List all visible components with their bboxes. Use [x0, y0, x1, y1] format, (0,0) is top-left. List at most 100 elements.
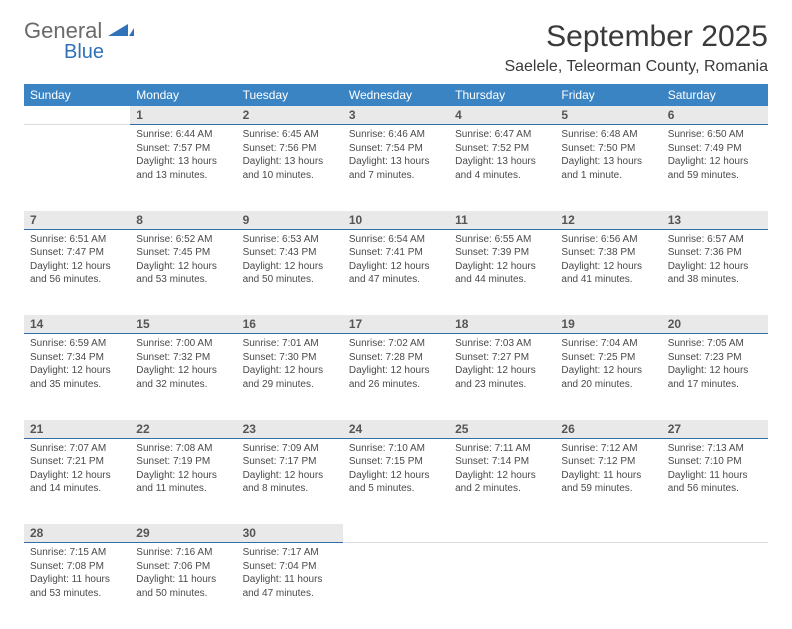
day-body-cell: Sunrise: 7:07 AMSunset: 7:21 PMDaylight:…	[24, 438, 130, 524]
day-body-cell: Sunrise: 7:05 AMSunset: 7:23 PMDaylight:…	[662, 334, 768, 420]
day-number-row: 14151617181920	[24, 315, 768, 334]
sunrise-line: Sunrise: 6:48 AM	[561, 128, 655, 142]
sunset-line: Sunset: 7:30 PM	[243, 351, 337, 365]
day-body-cell: Sunrise: 7:16 AMSunset: 7:06 PMDaylight:…	[130, 543, 236, 629]
daylight-line: Daylight: 12 hours and 47 minutes.	[349, 260, 443, 287]
daylight-line: Daylight: 12 hours and 41 minutes.	[561, 260, 655, 287]
sunrise-line: Sunrise: 6:56 AM	[561, 233, 655, 247]
sunrise-line: Sunrise: 7:00 AM	[136, 337, 230, 351]
day-body-cell: Sunrise: 7:10 AMSunset: 7:15 PMDaylight:…	[343, 438, 449, 524]
daylight-line: Daylight: 12 hours and 8 minutes.	[243, 469, 337, 496]
day-body-cell: Sunrise: 6:47 AMSunset: 7:52 PMDaylight:…	[449, 125, 555, 211]
weekday-row: SundayMondayTuesdayWednesdayThursdayFrid…	[24, 84, 768, 106]
sunrise-line: Sunrise: 7:04 AM	[561, 337, 655, 351]
sunset-line: Sunset: 7:12 PM	[561, 455, 655, 469]
daylight-line: Daylight: 12 hours and 23 minutes.	[455, 364, 549, 391]
day-body-cell	[343, 543, 449, 629]
sunrise-line: Sunrise: 7:12 AM	[561, 442, 655, 456]
sunset-line: Sunset: 7:34 PM	[30, 351, 124, 365]
logo-text: General Blue	[24, 20, 104, 62]
sunset-line: Sunset: 7:39 PM	[455, 246, 549, 260]
sunset-line: Sunset: 7:43 PM	[243, 246, 337, 260]
day-body-cell: Sunrise: 6:51 AMSunset: 7:47 PMDaylight:…	[24, 229, 130, 315]
day-number-cell: 25	[449, 420, 555, 439]
daylight-line: Daylight: 12 hours and 2 minutes.	[455, 469, 549, 496]
daylight-line: Daylight: 11 hours and 50 minutes.	[136, 573, 230, 600]
daylight-line: Daylight: 12 hours and 59 minutes.	[668, 155, 762, 182]
sunset-line: Sunset: 7:19 PM	[136, 455, 230, 469]
sunset-line: Sunset: 7:27 PM	[455, 351, 549, 365]
daylight-line: Daylight: 11 hours and 53 minutes.	[30, 573, 124, 600]
sunrise-line: Sunrise: 6:46 AM	[349, 128, 443, 142]
logo-flag-icon	[108, 22, 134, 47]
month-title: September 2025	[504, 20, 768, 54]
sunrise-line: Sunrise: 7:17 AM	[243, 546, 337, 560]
day-body-cell: Sunrise: 6:57 AMSunset: 7:36 PMDaylight:…	[662, 229, 768, 315]
daylight-line: Daylight: 11 hours and 59 minutes.	[561, 469, 655, 496]
sunrise-line: Sunrise: 6:52 AM	[136, 233, 230, 247]
day-number-cell: 28	[24, 524, 130, 543]
day-number-row: 21222324252627	[24, 420, 768, 439]
day-body-cell	[662, 543, 768, 629]
daylight-line: Daylight: 12 hours and 29 minutes.	[243, 364, 337, 391]
sunset-line: Sunset: 7:15 PM	[349, 455, 443, 469]
day-body-cell: Sunrise: 7:11 AMSunset: 7:14 PMDaylight:…	[449, 438, 555, 524]
sunset-line: Sunset: 7:36 PM	[668, 246, 762, 260]
day-number-cell: 16	[237, 315, 343, 334]
day-body-cell: Sunrise: 7:12 AMSunset: 7:12 PMDaylight:…	[555, 438, 661, 524]
daylight-line: Daylight: 13 hours and 10 minutes.	[243, 155, 337, 182]
header: General Blue September 2025 Saelele, Tel…	[24, 20, 768, 76]
sunrise-line: Sunrise: 7:02 AM	[349, 337, 443, 351]
sunset-line: Sunset: 7:38 PM	[561, 246, 655, 260]
day-number-row: 78910111213	[24, 211, 768, 230]
day-number-cell: 7	[24, 211, 130, 230]
day-number-cell	[555, 524, 661, 543]
sunset-line: Sunset: 7:32 PM	[136, 351, 230, 365]
daylight-line: Daylight: 12 hours and 5 minutes.	[349, 469, 443, 496]
day-number-cell: 27	[662, 420, 768, 439]
daylight-line: Daylight: 12 hours and 53 minutes.	[136, 260, 230, 287]
day-body-row: Sunrise: 6:59 AMSunset: 7:34 PMDaylight:…	[24, 334, 768, 420]
day-body-cell: Sunrise: 6:46 AMSunset: 7:54 PMDaylight:…	[343, 125, 449, 211]
weekday-header: Monday	[130, 84, 236, 106]
sunset-line: Sunset: 7:28 PM	[349, 351, 443, 365]
logo-word1: General	[24, 18, 102, 43]
daylight-line: Daylight: 12 hours and 38 minutes.	[668, 260, 762, 287]
day-number-cell: 15	[130, 315, 236, 334]
day-number-cell	[449, 524, 555, 543]
day-body-cell: Sunrise: 7:15 AMSunset: 7:08 PMDaylight:…	[24, 543, 130, 629]
day-body-cell: Sunrise: 7:04 AMSunset: 7:25 PMDaylight:…	[555, 334, 661, 420]
sunrise-line: Sunrise: 6:50 AM	[668, 128, 762, 142]
day-body-cell: Sunrise: 6:53 AMSunset: 7:43 PMDaylight:…	[237, 229, 343, 315]
day-number-cell: 10	[343, 211, 449, 230]
day-number-cell: 19	[555, 315, 661, 334]
day-body-cell: Sunrise: 6:44 AMSunset: 7:57 PMDaylight:…	[130, 125, 236, 211]
day-number-cell: 14	[24, 315, 130, 334]
sunset-line: Sunset: 7:17 PM	[243, 455, 337, 469]
day-number-cell: 29	[130, 524, 236, 543]
sunrise-line: Sunrise: 6:47 AM	[455, 128, 549, 142]
sunset-line: Sunset: 7:54 PM	[349, 142, 443, 156]
day-body-cell: Sunrise: 6:54 AMSunset: 7:41 PMDaylight:…	[343, 229, 449, 315]
sunrise-line: Sunrise: 6:44 AM	[136, 128, 230, 142]
day-body-cell: Sunrise: 6:48 AMSunset: 7:50 PMDaylight:…	[555, 125, 661, 211]
sunrise-line: Sunrise: 7:05 AM	[668, 337, 762, 351]
sunrise-line: Sunrise: 6:45 AM	[243, 128, 337, 142]
day-number-row: 282930	[24, 524, 768, 543]
sunset-line: Sunset: 7:04 PM	[243, 560, 337, 574]
location: Saelele, Teleorman County, Romania	[504, 58, 768, 76]
sunrise-line: Sunrise: 6:54 AM	[349, 233, 443, 247]
day-number-cell: 5	[555, 106, 661, 125]
day-body-cell: Sunrise: 7:17 AMSunset: 7:04 PMDaylight:…	[237, 543, 343, 629]
sunrise-line: Sunrise: 7:01 AM	[243, 337, 337, 351]
day-number-cell: 4	[449, 106, 555, 125]
day-number-cell	[662, 524, 768, 543]
day-number-cell: 17	[343, 315, 449, 334]
sunrise-line: Sunrise: 7:07 AM	[30, 442, 124, 456]
sunset-line: Sunset: 7:21 PM	[30, 455, 124, 469]
sunrise-line: Sunrise: 6:55 AM	[455, 233, 549, 247]
day-number-cell: 18	[449, 315, 555, 334]
daylight-line: Daylight: 11 hours and 47 minutes.	[243, 573, 337, 600]
daylight-line: Daylight: 11 hours and 56 minutes.	[668, 469, 762, 496]
day-body-cell: Sunrise: 7:02 AMSunset: 7:28 PMDaylight:…	[343, 334, 449, 420]
